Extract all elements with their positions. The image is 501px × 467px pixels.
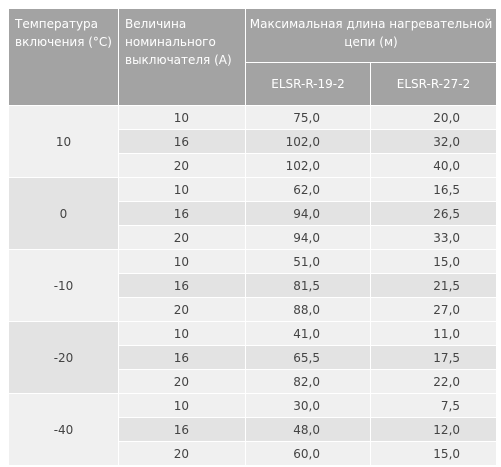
temperature-cell: -10 [8, 249, 119, 322]
table-row: -40 10 30,0 7,5 [8, 393, 498, 466]
temperature-cell: 0 [8, 177, 119, 250]
length-cell: 26,5 [369, 201, 498, 226]
length-cell: 81,5 [245, 273, 371, 298]
length-cell: 82,0 [245, 369, 371, 394]
length-cell: 48,0 [245, 417, 371, 442]
breaker-cell: 20 [118, 441, 246, 466]
header-breaker: Величина номинального выключателя (А) [118, 8, 246, 106]
table-row: 16 48,0 12,0 [9, 417, 498, 442]
table-body: 10 10 75,0 20,0 16 102,0 32,0 20 102,0 40,0 0 10 62,… [8, 105, 498, 466]
length-cell: 102,0 [245, 129, 371, 154]
table-row: 20 60,0 15,0 [9, 441, 498, 466]
breaker-cell: 10 [118, 249, 246, 274]
header-temperature: Температура включения (°С) [8, 8, 119, 106]
header-model: ELSR-R-19-2 [245, 62, 371, 106]
table-row: 20 102,0 40,0 [9, 153, 498, 178]
table-row: -10 10 51,0 15,0 [8, 249, 498, 322]
breaker-cell: 16 [118, 345, 246, 370]
length-cell: 12,0 [369, 417, 498, 442]
breaker-cell: 16 [118, 129, 246, 154]
length-cell: 20,0 [369, 105, 498, 130]
length-cell: 33,0 [369, 225, 498, 250]
table-row: 16 102,0 32,0 [9, 129, 498, 154]
length-cell: 65,5 [245, 345, 371, 370]
table-row: 16 81,5 21,5 [9, 273, 498, 298]
length-cell: 40,0 [369, 153, 498, 178]
breaker-cell: 16 [118, 201, 246, 226]
length-cell: 41,0 [245, 321, 371, 346]
length-cell: 7,5 [369, 393, 498, 418]
temperature-cell: -20 [8, 321, 119, 394]
temperature-cell: -40 [8, 393, 119, 466]
breaker-cell: 10 [118, 393, 246, 418]
breaker-cell: 20 [118, 225, 246, 250]
table-row: -20 10 41,0 11,0 [8, 321, 498, 394]
length-cell: 30,0 [245, 393, 371, 418]
length-cell: 94,0 [245, 201, 371, 226]
breaker-cell: 20 [118, 153, 246, 178]
breaker-cell: 20 [118, 297, 246, 322]
length-cell: 51,0 [245, 249, 371, 274]
length-cell: 94,0 [245, 225, 371, 250]
length-cell: 62,0 [245, 177, 371, 202]
length-cell: 21,5 [369, 273, 498, 298]
length-cell: 102,0 [245, 153, 371, 178]
length-cell: 16,5 [369, 177, 498, 202]
length-cell: 75,0 [245, 105, 371, 130]
breaker-cell: 16 [118, 417, 246, 442]
table-row: 10 10 75,0 20,0 [8, 105, 498, 178]
header-max-length: Максимальная длина нагревательной цепи (… [244, 8, 498, 63]
breaker-cell: 16 [118, 273, 246, 298]
length-cell: 15,0 [369, 249, 498, 274]
table-row: 0 10 62,0 16,5 [8, 177, 498, 250]
table-row: 16 94,0 26,5 [9, 201, 498, 226]
table-row: 16 65,5 17,5 [9, 345, 498, 370]
length-cell: 15,0 [369, 441, 498, 466]
length-cell: 22,0 [369, 369, 498, 394]
length-cell: 88,0 [245, 297, 371, 322]
length-cell: 27,0 [369, 297, 498, 322]
header-model: ELSR-R-27-2 [369, 62, 498, 106]
table-row: 20 82,0 22,0 [9, 369, 498, 394]
length-table: Температура включения (°С) Величина номи… [8, 8, 498, 466]
breaker-cell: 20 [118, 369, 246, 394]
breaker-cell: 10 [118, 321, 246, 346]
length-cell: 17,5 [369, 345, 498, 370]
temperature-cell: 10 [8, 105, 119, 178]
table-row: 20 94,0 33,0 [9, 225, 498, 250]
breaker-cell: 10 [118, 105, 246, 130]
length-cell: 11,0 [369, 321, 498, 346]
breaker-cell: 10 [118, 177, 246, 202]
length-cell: 32,0 [369, 129, 498, 154]
length-cell: 60,0 [245, 441, 371, 466]
